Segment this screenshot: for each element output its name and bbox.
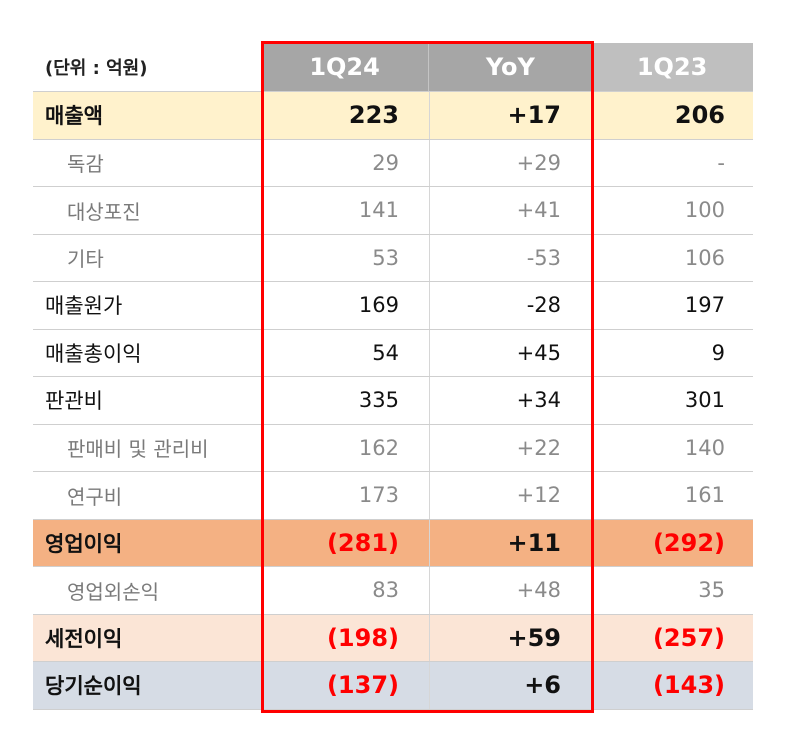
row-label: 세전이익 — [45, 626, 123, 651]
table-row-rnd: 연구비 173 +12 161 — [33, 471, 753, 519]
value-1q24: 335 — [358, 388, 399, 413]
value-1q24: (137) — [326, 671, 399, 700]
value-1q23: (257) — [652, 623, 725, 652]
value-1q24: 162 — [358, 435, 399, 460]
value-1q24: (281) — [326, 528, 399, 557]
value-1q24: 29 — [372, 150, 399, 175]
table-row-sales: 매출액 223 +17 206 — [33, 91, 753, 139]
value-1q24: 169 — [358, 293, 399, 318]
row-label: 기타 — [67, 247, 104, 272]
table-row-non-operating: 영업외손익 83 +48 35 — [33, 566, 753, 614]
header-1q24: 1Q24 — [260, 43, 429, 91]
row-label: 연구비 — [67, 484, 123, 509]
row-label: 대상포진 — [67, 199, 141, 224]
value-yoy: +59 — [429, 614, 591, 661]
value-yoy: +17 — [429, 92, 591, 139]
value-1q23: 140 — [684, 435, 725, 460]
table-row-sga: 판관비 335 +34 301 — [33, 376, 753, 424]
value-yoy: +48 — [429, 567, 591, 614]
value-1q24: 53 — [372, 245, 399, 270]
value-yoy: +6 — [429, 662, 591, 709]
value-1q23: 35 — [698, 578, 725, 603]
value-1q24: 173 — [358, 483, 399, 508]
value-1q23: 9 — [711, 340, 725, 365]
row-label: 매출총이익 — [45, 341, 142, 366]
row-label: 영업외손익 — [67, 579, 159, 604]
value-yoy: +22 — [429, 424, 591, 471]
value-yoy: +41 — [429, 187, 591, 234]
value-1q24: 54 — [372, 340, 399, 365]
value-1q23: (292) — [652, 528, 725, 557]
value-1q23: 197 — [684, 293, 725, 318]
value-1q24: 141 — [358, 198, 399, 223]
row-label: 매출원가 — [45, 294, 123, 319]
value-1q23: 161 — [684, 483, 725, 508]
table-row-net-income: 당기순이익 (137) +6 (143) — [33, 661, 753, 709]
table-header: (단위 : 억원) 1Q24 YoY 1Q23 — [33, 43, 753, 91]
table-row-operating-income: 영업이익 (281) +11 (292) — [33, 518, 753, 566]
value-1q23: - — [717, 150, 725, 175]
value-yoy: +34 — [429, 377, 591, 424]
table-bottom-border — [33, 709, 753, 710]
table-row-cogs: 매출원가 169 -28 197 — [33, 281, 753, 329]
row-label: 당기순이익 — [45, 674, 142, 699]
row-label: 독감 — [67, 152, 104, 177]
value-1q23: 301 — [684, 388, 725, 413]
header-yoy: YoY — [428, 43, 592, 91]
table-row-gross-profit: 매출총이익 54 +45 9 — [33, 328, 753, 376]
value-yoy: +45 — [429, 329, 591, 376]
row-label: 매출액 — [45, 104, 103, 129]
table-row-selling-admin: 판매비 및 관리비 162 +22 140 — [33, 423, 753, 471]
value-yoy: +29 — [429, 139, 591, 186]
unit-label: (단위 : 억원) — [45, 58, 148, 79]
income-statement-table: (단위 : 억원) 1Q24 YoY 1Q23 매출액 223 +17 206 … — [33, 43, 753, 709]
header-1q23: 1Q23 — [591, 43, 753, 91]
value-1q23: 100 — [684, 198, 725, 223]
row-label: 판매비 및 관리비 — [67, 437, 209, 462]
value-1q24: (198) — [326, 623, 399, 652]
value-1q24: 83 — [372, 578, 399, 603]
table-row-flu: 독감 29 +29 - — [33, 138, 753, 186]
table-row-pretax-income: 세전이익 (198) +59 (257) — [33, 613, 753, 661]
table-row-other: 기타 53 -53 106 — [33, 233, 753, 281]
row-label: 영업이익 — [45, 531, 123, 556]
value-yoy: +11 — [429, 519, 591, 566]
value-1q23: 106 — [684, 245, 725, 270]
value-1q23: 206 — [674, 101, 725, 130]
value-1q23: (143) — [652, 671, 725, 700]
value-yoy: -53 — [429, 234, 591, 281]
value-1q24: 223 — [348, 101, 399, 130]
value-yoy: -28 — [429, 282, 591, 329]
value-yoy: +12 — [429, 472, 591, 519]
row-label: 판관비 — [45, 389, 103, 414]
table-row-shingles: 대상포진 141 +41 100 — [33, 186, 753, 234]
